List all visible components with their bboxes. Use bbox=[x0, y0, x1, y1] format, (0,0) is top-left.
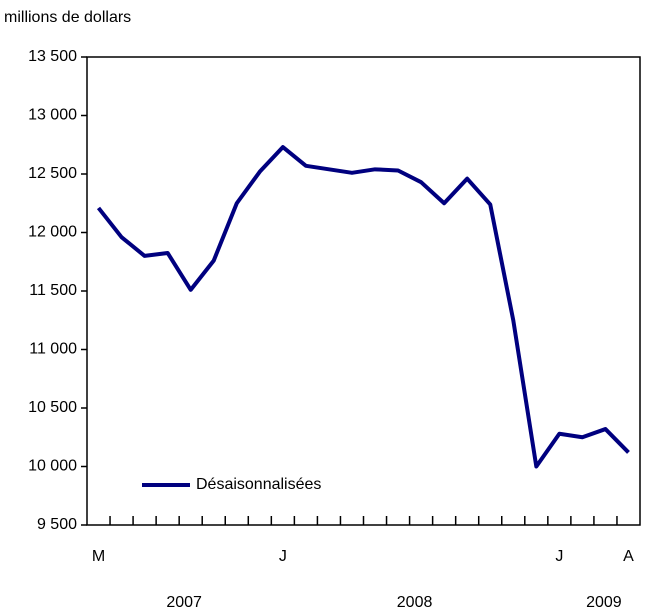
y-tick-label: 12 500 bbox=[28, 165, 77, 182]
y-tick-label: 9 500 bbox=[37, 516, 77, 533]
y-tick-label: 13 500 bbox=[28, 48, 77, 65]
x-tick-label: A bbox=[623, 548, 634, 565]
year-label: 2008 bbox=[397, 594, 433, 611]
year-label: 2009 bbox=[586, 594, 622, 611]
legend-label: Désaisonnalisées bbox=[196, 476, 321, 493]
y-tick-label: 13 000 bbox=[28, 107, 77, 124]
year-label: 2007 bbox=[166, 594, 202, 611]
y-tick-label: 11 000 bbox=[29, 341, 77, 358]
y-tick-label: 11 500 bbox=[29, 282, 77, 299]
y-axis-label: millions de dollars bbox=[4, 9, 131, 26]
y-tick-label: 10 500 bbox=[28, 399, 77, 416]
x-tick-label: J bbox=[279, 548, 287, 565]
x-tick-label: J bbox=[555, 548, 563, 565]
y-tick-label: 10 000 bbox=[28, 458, 77, 475]
y-tick-label: 12 000 bbox=[28, 224, 77, 241]
data-line bbox=[96, 145, 630, 469]
plot-frame bbox=[86, 56, 641, 526]
x-tick-label: M bbox=[92, 548, 105, 565]
